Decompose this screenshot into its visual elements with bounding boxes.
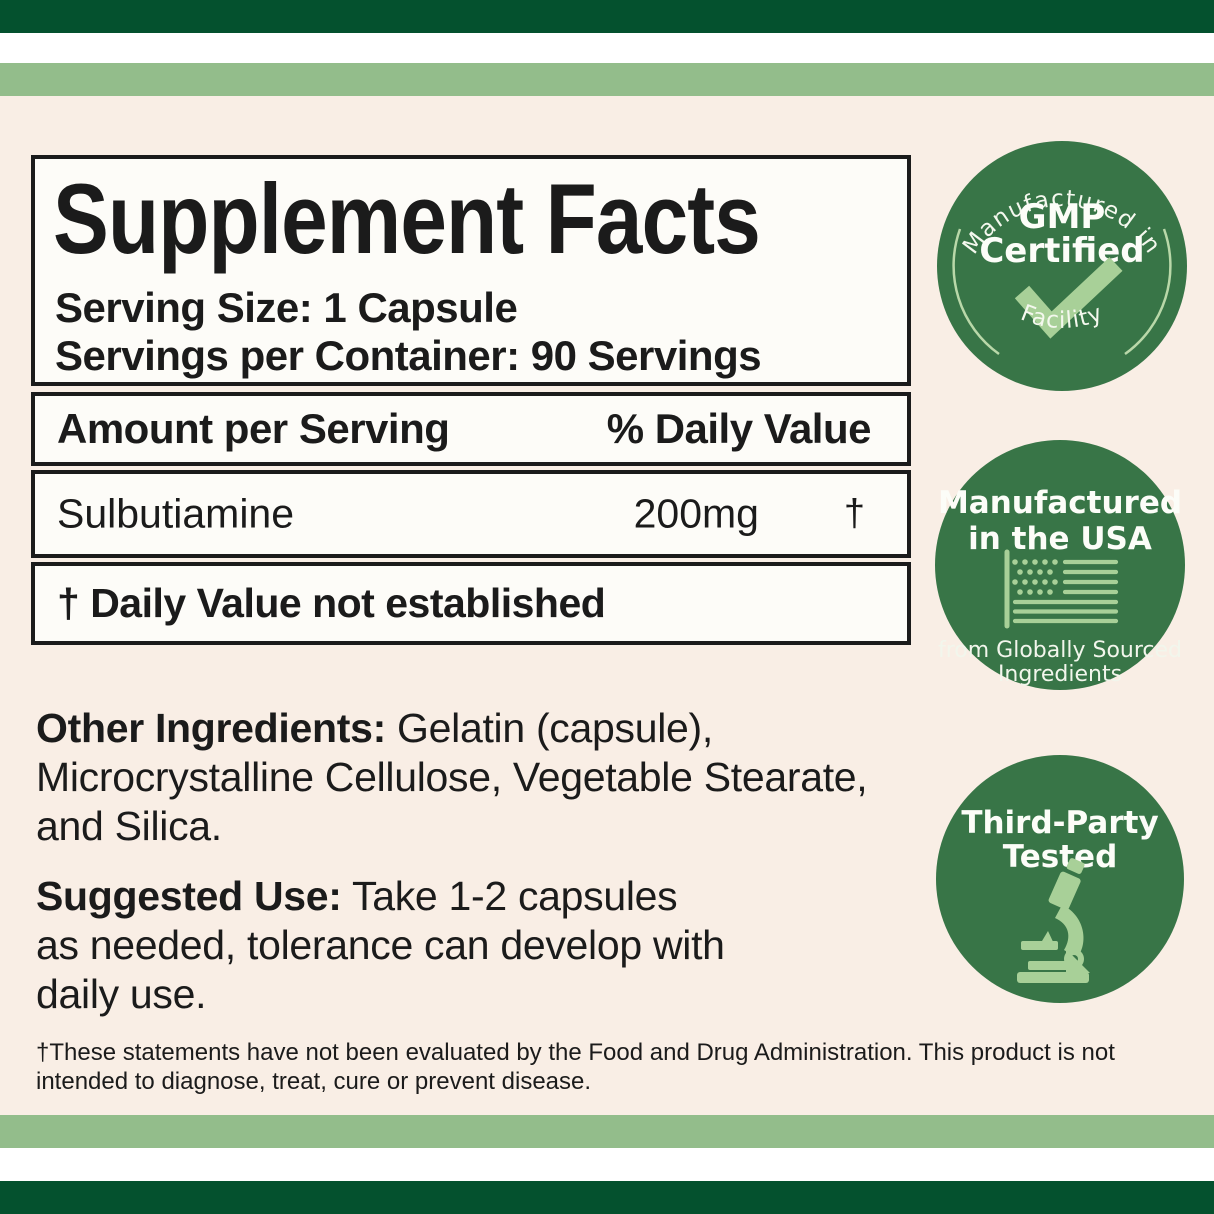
top-white-bar [0, 33, 1214, 63]
tested-line1: Third-Party [961, 805, 1158, 841]
checkmark-icon [1014, 257, 1123, 339]
top-dark-green-bar [0, 0, 1214, 33]
fda-disclaimer: †These statements have not been evaluate… [36, 1039, 1115, 1095]
daily-value-header: % Daily Value [606, 405, 872, 452]
serving-size: Serving Size: 1 Capsule [55, 284, 518, 331]
ingredient-amount: 200mg [633, 490, 759, 537]
usa-flag-icon [1004, 549, 1119, 629]
gmp-certified-badge: Manufactured in GMP Certified Facility [932, 136, 1192, 396]
servings-per-container: Servings per Container: 90 Servings [55, 332, 762, 379]
usa-sub-line1: from Globally Sourced [938, 638, 1182, 663]
gmp-line1: GMP [1019, 197, 1106, 237]
facts-header-row: Amount per Serving % Daily Value [31, 392, 911, 466]
bottom-light-green-bar [0, 1115, 1214, 1148]
usa-line1: Manufactured [938, 485, 1182, 521]
bottom-dark-green-bar [0, 1181, 1214, 1214]
suggested-use-label: Suggested Use: [36, 873, 342, 919]
top-light-green-bar [0, 63, 1214, 96]
tested-line2: Tested [1003, 839, 1118, 875]
daily-value-footnote-box: † Daily Value not established [31, 562, 911, 645]
badge-ring-right-arc [1124, 228, 1172, 356]
ingredient-row: Sulbutiamine 200mg † [31, 470, 911, 558]
ingredient-name: Sulbutiamine [57, 490, 295, 537]
badge-circle [935, 440, 1185, 690]
other-ingredients-paragraph: Other Ingredients: Gelatin (capsule), Mi… [36, 704, 926, 851]
badge-circle [937, 141, 1187, 391]
suggested-use-paragraph: Suggested Use: Take 1-2 capsules as need… [36, 872, 926, 1019]
bottom-white-bar [0, 1148, 1214, 1181]
microscope-icon [1017, 858, 1090, 983]
gmp-line2: Certified [979, 231, 1144, 271]
usa-sub-line2: Ingredients [998, 662, 1122, 687]
suggested-use-text: Take 1-2 capsules as needed, tolerance c… [36, 873, 725, 1017]
other-ingredients-text: Gelatin (capsule), Microcrystalline Cell… [36, 705, 868, 849]
badge-ring-left-arc [952, 228, 1000, 356]
ingredient-daily-value: † [843, 492, 865, 535]
amount-per-serving-header: Amount per Serving [57, 405, 450, 452]
third-party-tested-badge: Third-Party Tested [930, 749, 1190, 1009]
made-in-usa-badge: Manufactured in the USA f [930, 435, 1190, 695]
supplement-facts-box: Supplement Facts Serving Size: 1 Capsule… [31, 155, 911, 386]
usa-line2: in the USA [968, 521, 1152, 557]
supplement-facts-title: Supplement Facts [53, 163, 761, 274]
other-ingredients-label: Other Ingredients: [36, 705, 386, 751]
daily-value-footnote: † Daily Value not established [57, 580, 606, 626]
